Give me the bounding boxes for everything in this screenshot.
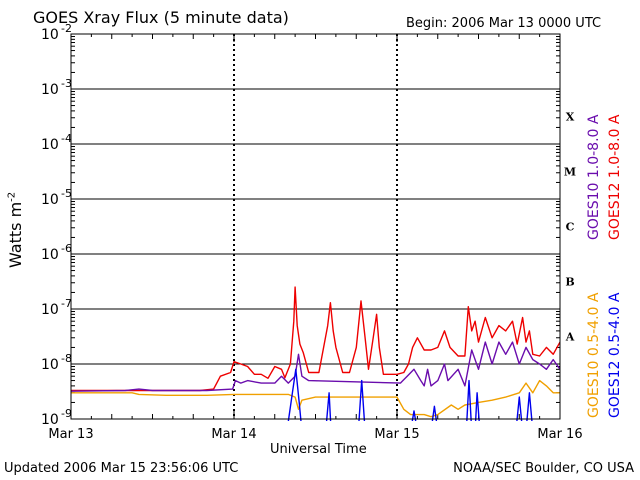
x-tick-label: Mar 15 bbox=[374, 427, 419, 442]
y-tick-label: 10 bbox=[41, 357, 59, 373]
x-tick-label: Mar 13 bbox=[48, 427, 93, 442]
flare-class-x: X bbox=[566, 111, 575, 124]
flare-class-m: M bbox=[564, 166, 576, 179]
chart-title: GOES Xray Flux (5 minute data) bbox=[33, 8, 289, 27]
y-tick-label: 10 bbox=[41, 247, 59, 263]
updated-timestamp: Updated 2006 Mar 15 23:56:06 UTC bbox=[4, 461, 239, 476]
y-tick-label: 10 bbox=[41, 27, 59, 43]
x-tick-label: Mar 16 bbox=[537, 427, 582, 442]
plot-frame bbox=[70, 33, 561, 420]
series-line-1 bbox=[71, 341, 560, 392]
series-line-0 bbox=[71, 286, 560, 392]
flare-class-c: C bbox=[566, 221, 575, 234]
series-line-3 bbox=[287, 368, 533, 421]
y-tick-label: 10 bbox=[41, 302, 59, 318]
flare-class-b: B bbox=[565, 276, 574, 289]
y-tick-exponent: -5 bbox=[61, 187, 72, 200]
flare-class-a: A bbox=[565, 331, 575, 344]
y-tick-label: 10 bbox=[41, 412, 59, 428]
y-tick-exponent: -3 bbox=[61, 77, 72, 90]
credit-text: NOAA/SEC Boulder, CO USA bbox=[453, 461, 634, 476]
series-line-2 bbox=[71, 379, 560, 418]
x-tick-label: Mar 14 bbox=[211, 427, 256, 442]
y-tick-exponent: -2 bbox=[61, 22, 72, 35]
y-tick-exponent: -8 bbox=[61, 352, 72, 365]
y-tick-exponent: -7 bbox=[61, 297, 72, 310]
y-tick-exponent: -6 bbox=[61, 242, 72, 255]
y-tick-label: 10 bbox=[41, 192, 59, 208]
y-tick-exponent: -9 bbox=[61, 407, 72, 420]
y-tick-label: 10 bbox=[41, 137, 59, 153]
y-tick-exponent: -4 bbox=[61, 132, 72, 145]
begin-time-label: Begin: 2006 Mar 13 0000 UTC bbox=[406, 16, 602, 31]
y-tick-label: 10 bbox=[41, 82, 59, 98]
x-axis-label: Universal Time bbox=[270, 442, 367, 457]
